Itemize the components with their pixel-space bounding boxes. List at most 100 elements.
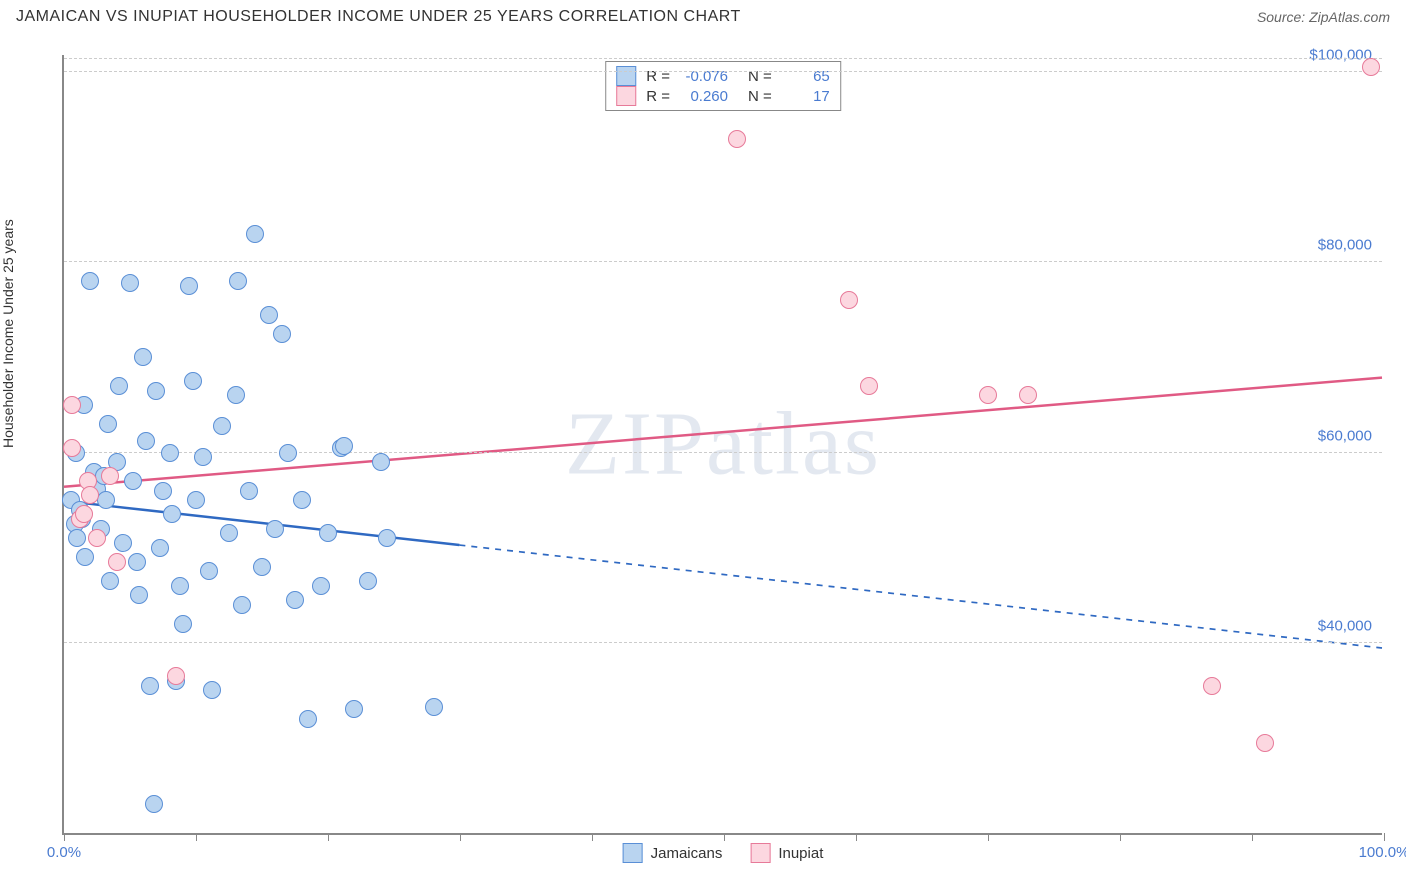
scatter-point — [194, 448, 212, 466]
scatter-point — [979, 386, 997, 404]
scatter-point — [124, 472, 142, 490]
x-tick — [196, 833, 197, 841]
plot-area: ZIPatlas R =-0.076N =65R =0.260N =17 Jam… — [62, 55, 1382, 835]
scatter-point — [378, 529, 396, 547]
x-tick-label: 0.0% — [47, 844, 81, 861]
scatter-point — [141, 677, 159, 695]
scatter-point — [293, 491, 311, 509]
scatter-point — [63, 439, 81, 457]
scatter-point — [840, 291, 858, 309]
legend-swatch — [616, 86, 636, 106]
scatter-point — [728, 130, 746, 148]
series-legend: Jamaicans Inupiat — [623, 843, 824, 863]
scatter-point — [75, 505, 93, 523]
y-axis-label: Householder Income Under 25 years — [0, 219, 16, 448]
scatter-point — [81, 486, 99, 504]
scatter-point — [203, 681, 221, 699]
scatter-point — [335, 437, 353, 455]
x-tick — [724, 833, 725, 841]
n-value: 17 — [782, 88, 830, 105]
scatter-point — [273, 325, 291, 343]
gridline — [64, 58, 1382, 59]
scatter-point — [81, 272, 99, 290]
scatter-point — [134, 348, 152, 366]
legend-item: Jamaicans — [623, 843, 723, 863]
scatter-point — [121, 274, 139, 292]
scatter-point — [167, 667, 185, 685]
scatter-point — [860, 377, 878, 395]
x-tick — [592, 833, 593, 841]
legend-item: Inupiat — [750, 843, 823, 863]
scatter-point — [229, 272, 247, 290]
scatter-point — [128, 553, 146, 571]
scatter-point — [246, 225, 264, 243]
scatter-point — [110, 377, 128, 395]
scatter-point — [99, 415, 117, 433]
scatter-point — [227, 386, 245, 404]
scatter-point — [97, 491, 115, 509]
scatter-point — [220, 524, 238, 542]
x-tick-label: 100.0% — [1359, 844, 1406, 861]
scatter-point — [161, 444, 179, 462]
r-value: 0.260 — [680, 88, 728, 105]
scatter-point — [163, 505, 181, 523]
scatter-point — [108, 553, 126, 571]
chart-source: Source: ZipAtlas.com — [1257, 9, 1390, 25]
legend-swatch — [623, 843, 643, 863]
x-tick — [856, 833, 857, 841]
trend-lines — [64, 55, 1382, 833]
r-label: R = — [646, 88, 670, 105]
scatter-point — [171, 577, 189, 595]
x-tick — [64, 833, 65, 841]
scatter-point — [260, 306, 278, 324]
scatter-point — [372, 453, 390, 471]
x-tick — [460, 833, 461, 841]
scatter-point — [187, 491, 205, 509]
scatter-point — [1203, 677, 1221, 695]
y-tick-label: $80,000 — [1318, 237, 1372, 254]
gridline — [64, 642, 1382, 643]
trend-line — [64, 378, 1382, 487]
legend-row: R =-0.076N =65 — [616, 66, 830, 86]
scatter-point — [101, 467, 119, 485]
scatter-point — [312, 577, 330, 595]
x-tick — [988, 833, 989, 841]
legend-swatch — [616, 66, 636, 86]
scatter-point — [151, 539, 169, 557]
x-tick — [1252, 833, 1253, 841]
chart-area: ZIPatlas R =-0.076N =65R =0.260N =17 Jam… — [50, 55, 1390, 855]
chart-header: JAMAICAN VS INUPIAT HOUSEHOLDER INCOME U… — [0, 0, 1406, 34]
scatter-point — [174, 615, 192, 633]
scatter-point — [145, 795, 163, 813]
scatter-point — [76, 548, 94, 566]
chart-title: JAMAICAN VS INUPIAT HOUSEHOLDER INCOME U… — [16, 8, 741, 26]
scatter-point — [130, 586, 148, 604]
x-tick — [328, 833, 329, 841]
scatter-point — [1019, 386, 1037, 404]
gridline — [64, 452, 1382, 453]
legend-label: Jamaicans — [651, 845, 723, 862]
scatter-point — [137, 432, 155, 450]
x-tick — [1384, 833, 1385, 841]
scatter-point — [345, 700, 363, 718]
scatter-point — [1362, 58, 1380, 76]
scatter-point — [299, 710, 317, 728]
scatter-point — [286, 591, 304, 609]
watermark: ZIPatlas — [565, 393, 881, 496]
scatter-point — [266, 520, 284, 538]
scatter-point — [63, 396, 81, 414]
n-label: N = — [748, 88, 772, 105]
scatter-point — [180, 277, 198, 295]
scatter-point — [200, 562, 218, 580]
scatter-point — [154, 482, 172, 500]
scatter-point — [1256, 734, 1274, 752]
scatter-point — [184, 372, 202, 390]
scatter-point — [101, 572, 119, 590]
scatter-point — [147, 382, 165, 400]
legend-row: R = 0.260 N = 17 — [616, 86, 830, 106]
scatter-point — [279, 444, 297, 462]
scatter-point — [114, 534, 132, 552]
scatter-point — [425, 698, 443, 716]
scatter-point — [359, 572, 377, 590]
y-tick-label: $40,000 — [1318, 617, 1372, 634]
